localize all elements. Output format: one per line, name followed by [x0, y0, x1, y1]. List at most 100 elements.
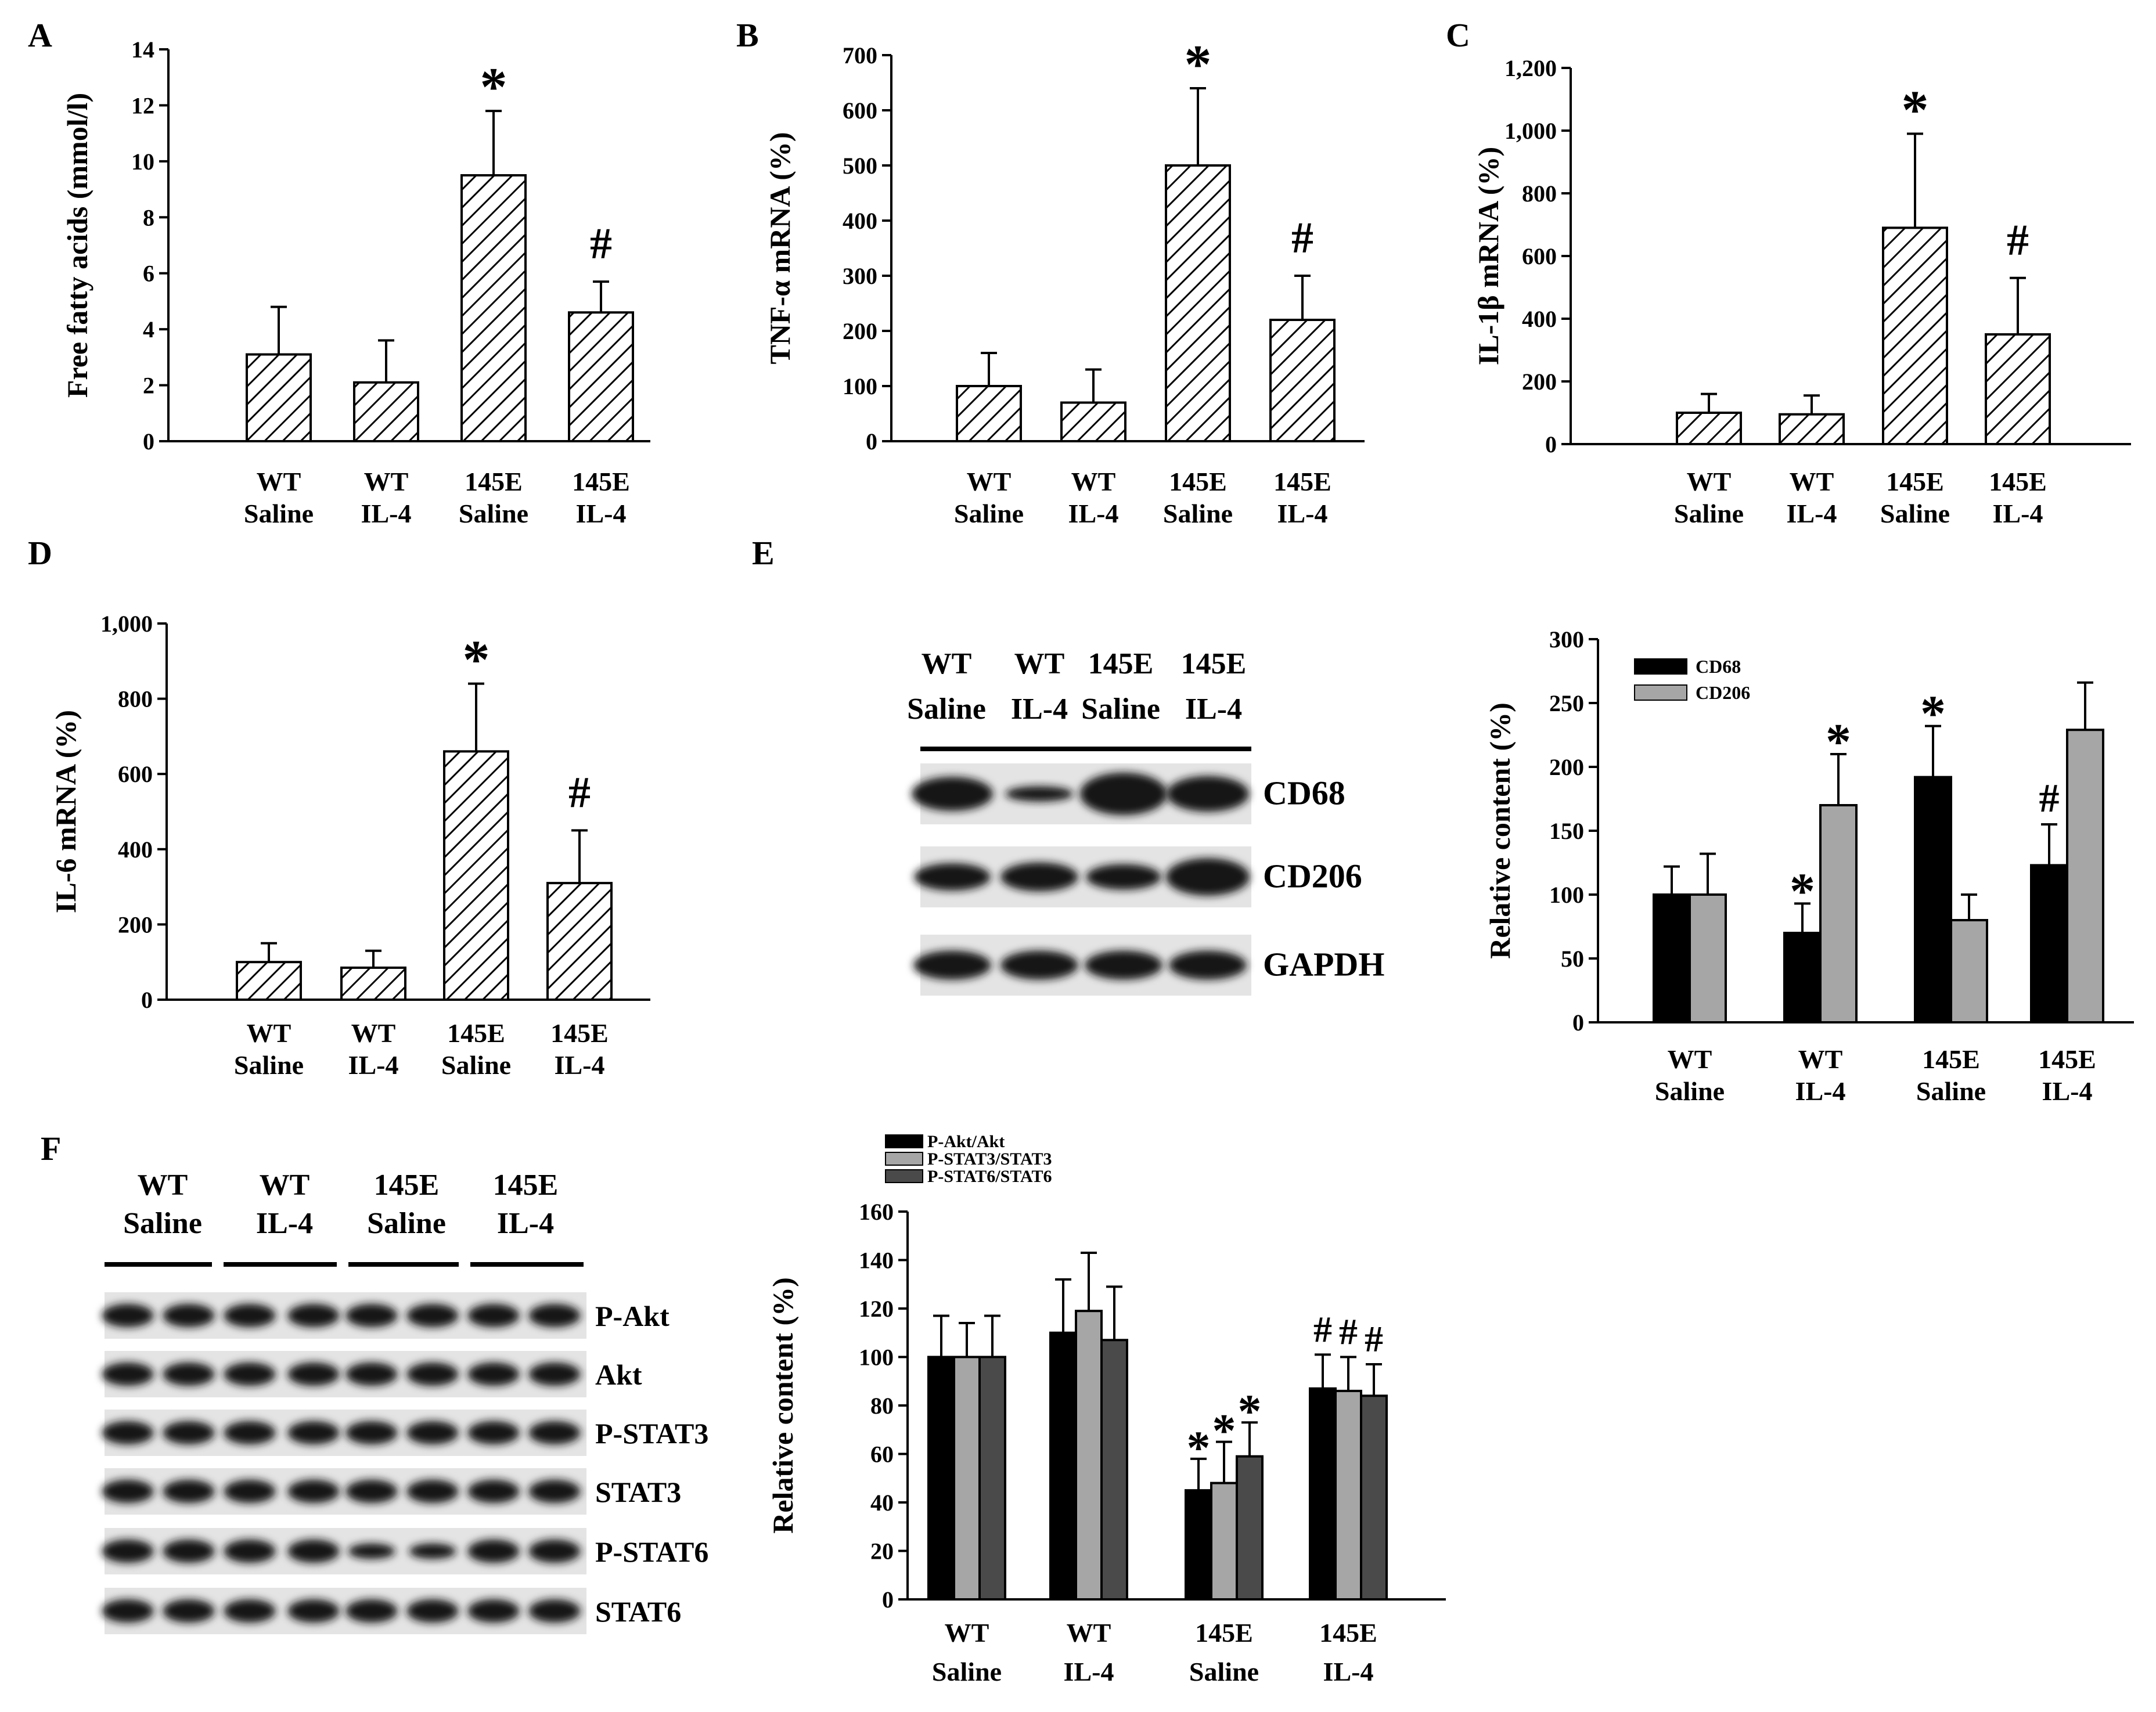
blot-band [467, 1479, 520, 1504]
blot-header: WT [922, 647, 972, 680]
y-tick-label: 300 [843, 263, 877, 289]
blot-header: Saline [907, 693, 986, 726]
y-tick-label: 12 [131, 92, 154, 118]
x-category-label: WT [967, 467, 1012, 496]
y-tick-label: 100 [843, 373, 877, 399]
blot-band [345, 1362, 398, 1386]
bar [1950, 919, 1988, 1023]
blot-band [467, 1599, 520, 1623]
blot-band [1000, 950, 1078, 980]
bar [460, 174, 527, 442]
chart-c-il-1beta: 0 200 400 600 800 1,000 1,200 IL-1β mRNA (%) WT S… [1472, 55, 2131, 528]
x-category-label: IL-4 [1064, 1657, 1114, 1686]
y-axis-label: Relative content (%) [1484, 702, 1516, 959]
x-category-label: WT [1071, 467, 1116, 496]
y-tick-label: 1,200 [1504, 55, 1557, 81]
panel-label-d: D [28, 534, 52, 572]
blot-band [287, 1479, 340, 1504]
y-axis-label: Relative content (%) [766, 1277, 799, 1534]
y-tick-label: 200 [118, 911, 153, 938]
y-tick-label: 1,000 [100, 611, 153, 637]
panel-label-f: F [41, 1130, 61, 1167]
bar [1309, 1387, 1337, 1601]
blot-band [913, 950, 991, 980]
x-category-label: WT [351, 1018, 396, 1048]
blot-band [345, 1421, 398, 1445]
bar [1210, 1482, 1238, 1601]
y-tick-label: 0 [866, 428, 877, 455]
blot-band [1005, 786, 1074, 802]
blot-row-label: P-STAT3 [595, 1417, 708, 1450]
bar [236, 961, 302, 1001]
legend-label: P-Akt/Akt [927, 1132, 1005, 1151]
y-tick-label: 400 [118, 837, 153, 863]
y-tick-label: 8 [143, 204, 154, 230]
blot-header: WT [260, 1169, 310, 1202]
y-tick-label: 800 [1522, 181, 1557, 207]
bar [1783, 932, 1822, 1023]
legend-swatch [885, 1169, 923, 1183]
bar [1882, 226, 1948, 445]
legend-label: CD68 [1696, 656, 1741, 677]
y-tick-label: 300 [1549, 626, 1584, 653]
blot-header: Saline [123, 1207, 202, 1240]
x-category-label: IL-4 [576, 499, 627, 528]
x-category-label: WT [247, 1018, 291, 1048]
bar [1165, 164, 1231, 442]
x-category-label: 145E [447, 1018, 505, 1048]
blot-band [287, 1362, 340, 1386]
x-category-label: Saline [1655, 1076, 1725, 1106]
blot-band [528, 1479, 581, 1504]
blot-header: IL-4 [1185, 693, 1242, 726]
significance-star: * [1187, 1421, 1211, 1474]
x-category-label: IL-4 [1068, 499, 1119, 528]
blot-band [345, 1599, 398, 1623]
blot-header: 145E [1088, 647, 1154, 680]
blot-band [163, 1303, 215, 1328]
blot-band [224, 1362, 276, 1386]
blot-row-label: P-Akt [595, 1300, 670, 1332]
y-tick-label: 80 [870, 1393, 894, 1419]
blot-e: WT Saline WT IL-4 145E Saline 145E IL-4 CD68 CD20… [907, 647, 1384, 996]
legend-swatch [885, 1152, 923, 1166]
significance-hash: # [2007, 216, 2029, 265]
bar [1914, 776, 1952, 1023]
x-category-label: 145E [572, 467, 630, 496]
x-category-label: Saline [1163, 499, 1233, 528]
y-tick-label: 600 [843, 98, 877, 124]
blot-header: 145E [374, 1169, 440, 1202]
blot-band [102, 1599, 154, 1623]
blot-band [102, 1479, 154, 1504]
bar [568, 311, 634, 443]
x-category-label: IL-4 [361, 499, 412, 528]
significance-hash: # [1365, 1318, 1383, 1360]
x-category-label: Saline [1189, 1657, 1259, 1686]
x-category-label: WT [945, 1618, 989, 1648]
y-tick-label: 0 [141, 987, 153, 1013]
blot-band [467, 1303, 520, 1328]
significance-hash: # [568, 768, 591, 817]
blot-row-label: Akt [595, 1358, 642, 1391]
blot-band [1169, 950, 1247, 980]
y-axis-label: IL-6 mRNA (%) [49, 710, 82, 913]
blot-band [409, 1543, 456, 1559]
bar [2066, 729, 2104, 1023]
blot-row-label: CD68 [1263, 774, 1345, 812]
x-category-label: 145E [1989, 467, 2047, 496]
bar [2030, 864, 2068, 1024]
chart-f-signaling: 0 20 40 60 80 100 120 140 160 Relative content (%… [766, 1132, 1446, 1686]
x-category-label: Saline [244, 499, 314, 528]
blot-band [1086, 864, 1161, 890]
y-tick-label: 800 [118, 686, 153, 712]
bar [1819, 804, 1858, 1023]
x-category-label: Saline [459, 499, 528, 528]
legend-swatch [885, 1134, 923, 1148]
bar [1100, 1339, 1128, 1601]
chart-b-tnf-alpha: 0 100 200 300 400 500 600 700 TNF-α mRNA (%) WT Sa… [764, 34, 1365, 528]
blot-band [287, 1303, 340, 1328]
bar [927, 1356, 955, 1601]
y-tick-label: 140 [859, 1248, 894, 1274]
significance-star: * [1920, 686, 1946, 743]
blot-band [1000, 862, 1078, 892]
bar [546, 882, 613, 1001]
